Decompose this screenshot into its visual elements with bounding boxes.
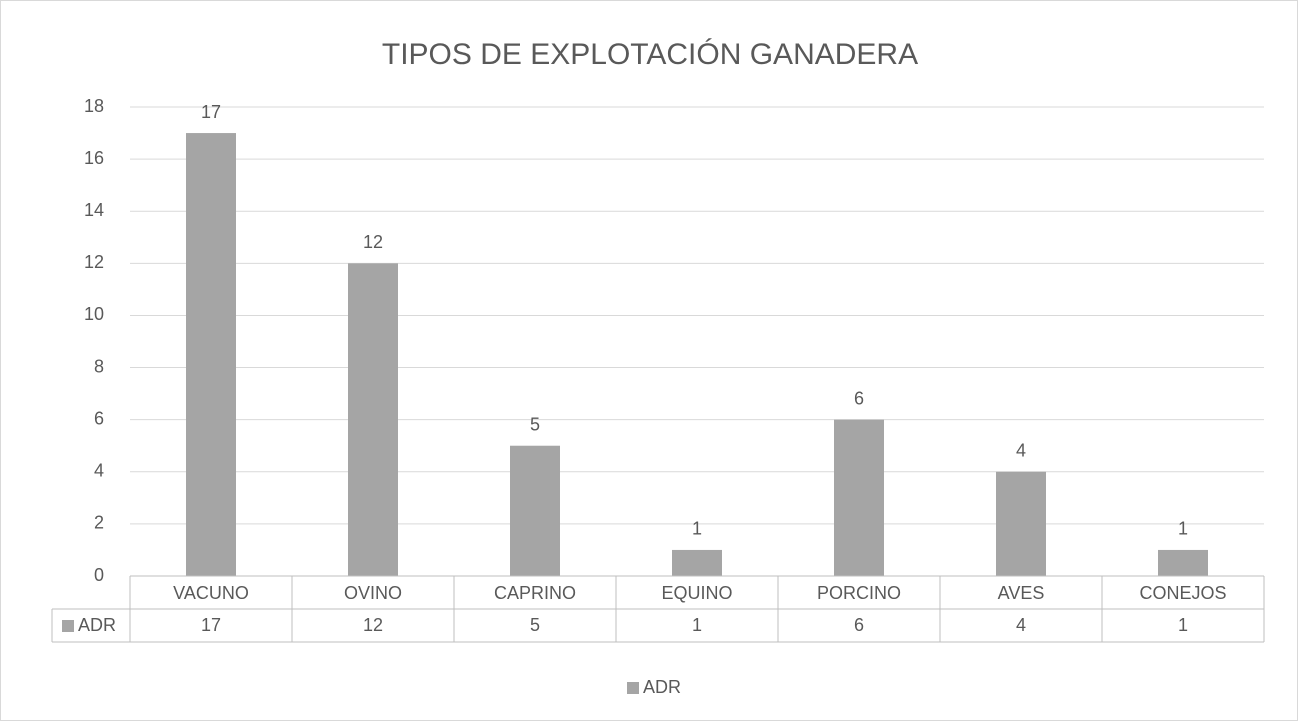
x-tick-label: AVES xyxy=(998,583,1045,603)
data-label: 4 xyxy=(1016,441,1026,461)
table-legend-key xyxy=(62,620,74,632)
data-label: 1 xyxy=(692,519,702,539)
data-label: 6 xyxy=(854,388,864,408)
y-tick-label: 18 xyxy=(84,96,104,116)
bar xyxy=(1158,549,1208,576)
data-label: 17 xyxy=(201,102,221,122)
y-tick-label: 4 xyxy=(94,461,104,481)
table-value: 5 xyxy=(530,615,540,635)
table-value: 12 xyxy=(363,615,383,635)
x-tick-label: OVINO xyxy=(344,583,402,603)
bar xyxy=(510,445,560,576)
x-tick-label: EQUINO xyxy=(661,583,732,603)
chart-title: TIPOS DE EXPLOTACIÓN GANADERA xyxy=(382,38,918,71)
legend-key xyxy=(627,682,639,694)
bar xyxy=(348,263,398,576)
y-tick-label: 6 xyxy=(94,408,104,428)
bar xyxy=(834,419,884,576)
y-tick-label: 8 xyxy=(94,356,104,376)
table-value: 1 xyxy=(1178,615,1188,635)
x-tick-label: VACUNO xyxy=(173,583,249,603)
table-value: 17 xyxy=(201,615,221,635)
y-tick-label: 16 xyxy=(84,148,104,168)
x-tick-label: PORCINO xyxy=(817,583,901,603)
table-value: 6 xyxy=(854,615,864,635)
table-series-name: ADR xyxy=(78,615,116,635)
y-tick-label: 12 xyxy=(84,252,104,272)
y-tick-label: 14 xyxy=(84,200,104,220)
bar xyxy=(996,471,1046,576)
bar xyxy=(186,133,236,577)
data-label: 12 xyxy=(363,232,383,252)
x-tick-label: CONEJOS xyxy=(1139,583,1226,603)
table-value: 1 xyxy=(692,615,702,635)
y-tick-label: 0 xyxy=(94,565,104,585)
data-label: 1 xyxy=(1178,519,1188,539)
x-tick-label: CAPRINO xyxy=(494,583,576,603)
bar xyxy=(672,549,722,576)
legend-label: ADR xyxy=(643,677,681,697)
y-tick-label: 2 xyxy=(94,513,104,533)
table-value: 4 xyxy=(1016,615,1026,635)
data-label: 5 xyxy=(530,414,540,434)
y-tick-label: 10 xyxy=(84,304,104,324)
